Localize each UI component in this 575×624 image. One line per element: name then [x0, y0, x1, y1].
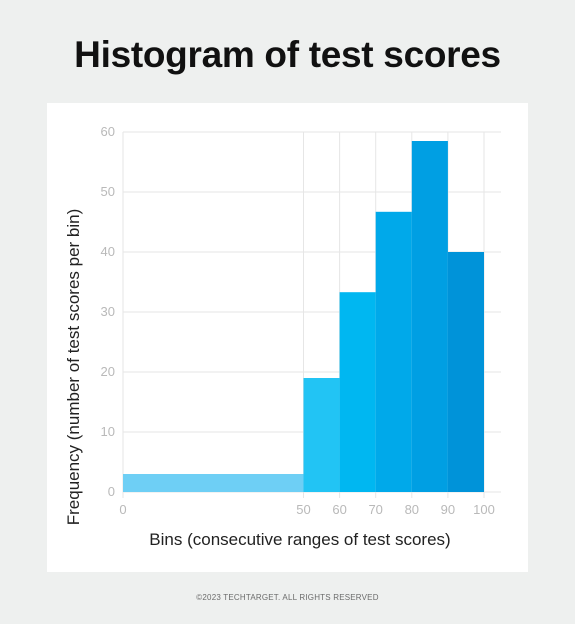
x-tick-label: 80	[405, 502, 419, 517]
chart-title: Histogram of test scores	[74, 34, 501, 75]
y-tick-label: 30	[101, 304, 115, 319]
x-tick-label: 70	[368, 502, 382, 517]
x-tick-label: 90	[441, 502, 455, 517]
y-tick-label: 40	[101, 244, 115, 259]
y-axis-label: Frequency (number of test scores per bin…	[64, 209, 83, 526]
copyright-footer: ©2023 TECHTARGET. ALL RIGHTS RESERVED	[196, 593, 379, 602]
histogram-bar	[411, 141, 448, 492]
x-tick-label: 50	[296, 502, 310, 517]
histogram-bar	[375, 211, 412, 493]
histogram-bar	[339, 292, 376, 492]
x-tick-label: 0	[119, 502, 126, 517]
y-tick-label: 60	[101, 124, 115, 139]
histogram-bar	[303, 378, 340, 492]
histogram-chart: 0 10 20 30 40 50 60 0 50 60 70 80 90 100 Frequency (…	[64, 124, 501, 549]
histogram-bar	[447, 252, 484, 492]
x-axis-label: Bins (consecutive ranges of test scores)	[149, 530, 450, 549]
chart-card: 0 10 20 30 40 50 60 0 50 60 70 80 90 100 Frequency (…	[47, 103, 528, 572]
y-tick-label: 10	[101, 424, 115, 439]
histogram-bar	[123, 474, 304, 492]
y-tick-label: 0	[108, 484, 115, 499]
x-tick-label: 100	[473, 502, 495, 517]
y-tick-label: 20	[101, 364, 115, 379]
x-tick-label: 60	[332, 502, 346, 517]
y-tick-label: 50	[101, 184, 115, 199]
